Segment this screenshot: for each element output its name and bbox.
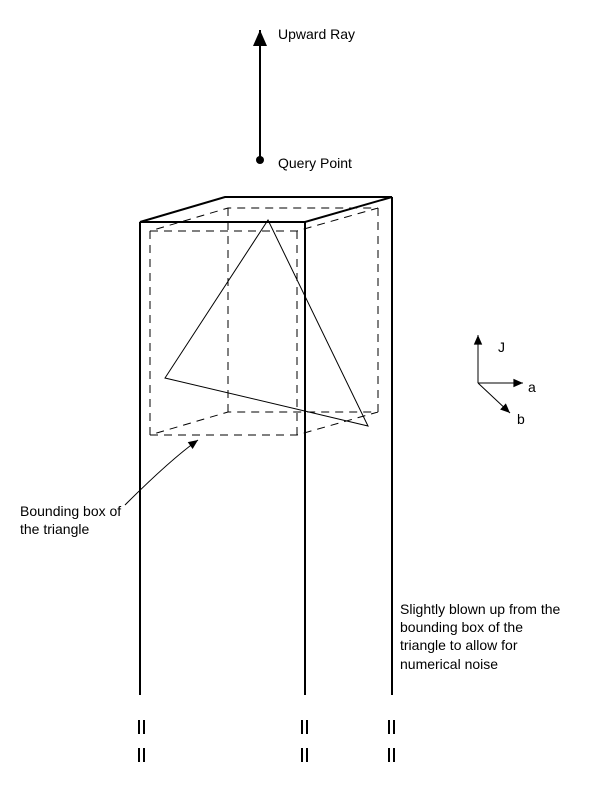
label-bounding-box: Bounding box of the triangle bbox=[20, 502, 121, 538]
diagram-canvas bbox=[0, 0, 609, 794]
label-axis-b: b bbox=[517, 410, 525, 428]
label-axis-j: J bbox=[498, 338, 505, 356]
label-upward-ray: Upward Ray bbox=[278, 25, 355, 43]
label-axis-a: a bbox=[528, 378, 536, 396]
label-query-point: Query Point bbox=[278, 154, 352, 172]
label-blown-up: Slightly blown up from the bounding box … bbox=[400, 600, 560, 673]
